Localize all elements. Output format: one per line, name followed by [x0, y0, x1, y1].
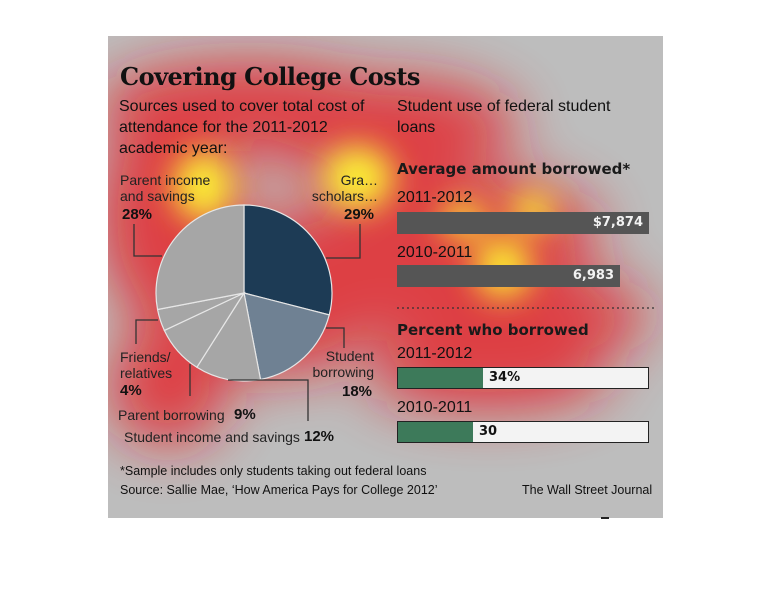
pie-value-parent-borrowing: 9% [234, 406, 256, 423]
pie-subtitle: Sources used to cover total cost of atte… [119, 98, 365, 157]
pie-label-grants: Gra… scholars… [311, 172, 378, 204]
amount-year-2010-2011: 2010-2011 [397, 244, 473, 261]
amount-bar-1 [397, 265, 620, 287]
amount-bar-label-1: 6,983 [572, 268, 614, 283]
percent-year-2011-2012: 2011-2012 [397, 345, 473, 362]
percent-year-2010-2011: 2010-2011 [397, 399, 473, 416]
stray-mark [601, 517, 609, 519]
percent-borrowed-title: Percent who borrowed [397, 321, 589, 339]
credit-line: The Wall Street Journal [522, 483, 653, 497]
percent-bar-1 [397, 421, 473, 443]
pie-value-student-income: 12% [304, 428, 335, 445]
amount-borrowed-title: Average amount borrowed* [397, 160, 631, 178]
pie-value-grants: 29% [344, 206, 375, 223]
pie-label-parent-borrowing: Parent borrowing [118, 407, 225, 423]
leader-parent-income [133, 224, 162, 257]
pie-chart [133, 204, 656, 421]
pie-label-parent-income: Parent income and savings [120, 172, 211, 204]
leader-student-borrowing [326, 327, 345, 348]
amount-bar-0 [397, 212, 649, 234]
amount-year-2011-2012: 2011-2012 [397, 189, 473, 206]
percent-bar-label-0: 34% [489, 370, 521, 385]
loans-subtitle: Student use of federal student loans [397, 98, 611, 136]
leader-student-income [228, 379, 309, 421]
leader-friends [135, 319, 158, 344]
leader-grants [326, 224, 361, 259]
pie-slice-grants [243, 204, 333, 316]
footnote: *Sample includes only students taking ou… [120, 464, 427, 478]
pie-value-student-borrowing: 18% [342, 383, 373, 400]
pie-label-student-borrowing: Student borrowing [312, 348, 374, 380]
percent-bar-label-1: 30 [479, 424, 498, 439]
pie-slice-parent-income [155, 204, 245, 311]
percent-bar-0 [397, 367, 483, 389]
infographic-title: Covering College Costs [120, 62, 420, 91]
pie-value-parent-income: 28% [122, 206, 153, 223]
pie-slice-student-borrowing [243, 292, 330, 381]
infographic-panel: Covering College Costs Sources used to c… [108, 36, 663, 518]
amount-bar-label-0: $7,874 [592, 215, 643, 230]
pie-label-friends: Friends/ relatives [120, 349, 173, 381]
pie-label-student-income: Student income and savings [124, 429, 300, 445]
pie-value-friends: 4% [120, 382, 142, 399]
source-line: Source: Sallie Mae, ‘How America Pays fo… [120, 483, 438, 497]
